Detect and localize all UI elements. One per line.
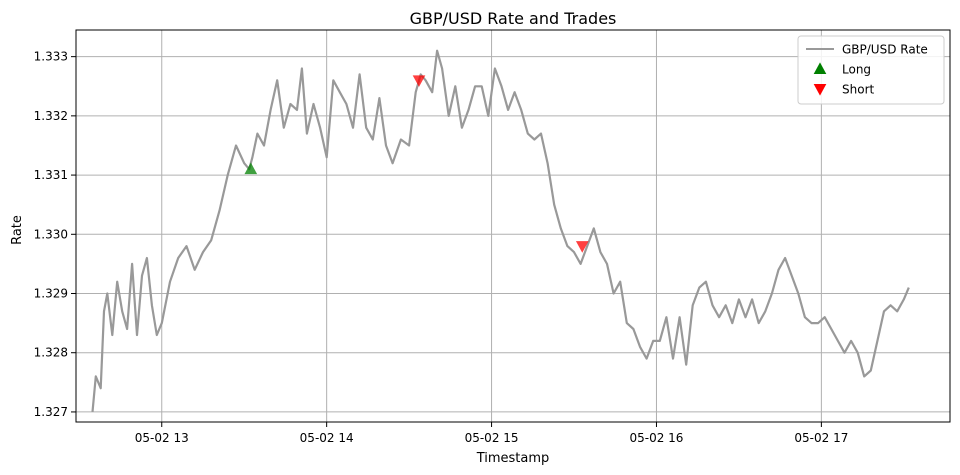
legend-label: Long: [842, 63, 871, 77]
plot-area: [91, 49, 910, 413]
legend-short-marker: [813, 84, 827, 96]
legend-box: [797, 35, 945, 105]
x-tick-label: 05-02 15: [465, 431, 519, 445]
y-axis-label: Rate: [10, 215, 25, 245]
x-tick-label: 05-02 13: [135, 431, 189, 445]
legend-long-marker: [813, 62, 827, 74]
y-tick-label: 1.329: [34, 287, 68, 301]
y-tick-label: 1.333: [34, 50, 68, 64]
long-trade-marker: [244, 162, 258, 175]
rate-series-line: [91, 49, 910, 413]
y-tick-label: 1.327: [34, 405, 68, 419]
short-trade-marker: [412, 75, 426, 87]
x-axis-label: Timestamp: [476, 451, 550, 466]
legend-label: GBP/USD Rate: [842, 43, 928, 57]
axis-ticks: 1.327 1.328 1.329 1.330 1.331 1.332 1.333 05-02…: [34, 50, 849, 445]
x-tick-label: 05-02 16: [629, 431, 683, 445]
legend-label: Short: [842, 83, 874, 97]
chart-title: GBP/USD Rate and Trades: [410, 9, 617, 28]
y-tick-label: 1.328: [34, 346, 68, 360]
x-tick-label: 05-02 14: [300, 431, 354, 445]
legend: GBP/USD Rate Long Short: [797, 35, 945, 105]
y-tick-label: 1.332: [34, 109, 68, 123]
x-tick-label: 05-02 17: [794, 431, 848, 445]
plot-frame: [75, 29, 951, 423]
short-trade-marker: [575, 241, 589, 253]
y-tick-label: 1.330: [34, 227, 68, 241]
y-tick-label: 1.331: [34, 168, 68, 182]
